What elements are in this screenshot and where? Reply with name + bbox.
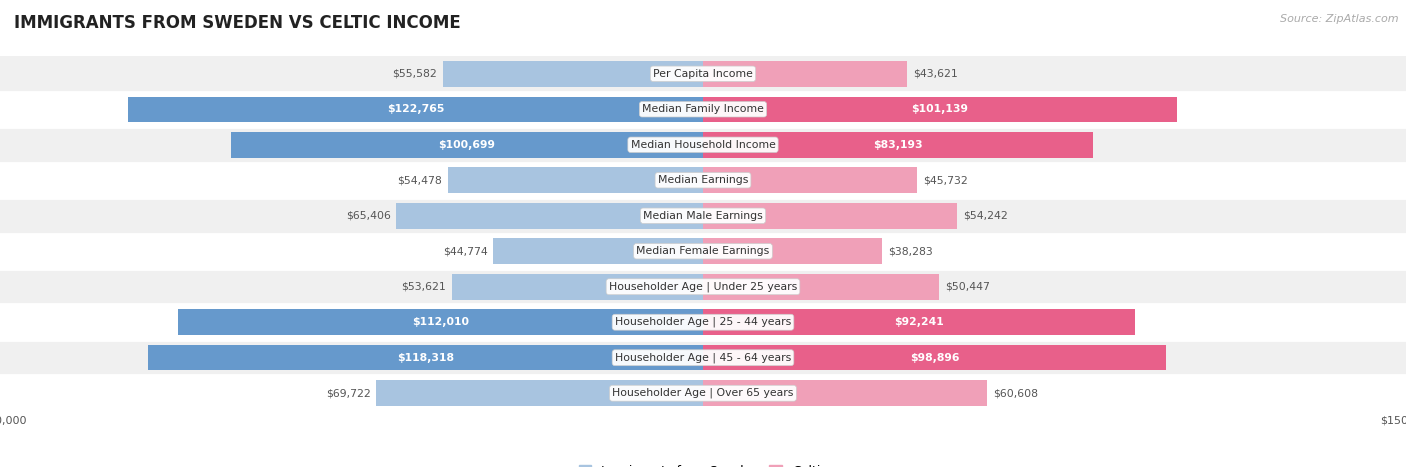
Text: $101,139: $101,139	[911, 104, 969, 114]
Text: $54,242: $54,242	[963, 211, 1008, 221]
Text: Householder Age | 25 - 44 years: Householder Age | 25 - 44 years	[614, 317, 792, 327]
Bar	[703, 203, 957, 228]
Bar	[443, 61, 703, 86]
Text: $92,241: $92,241	[894, 317, 943, 327]
Bar	[703, 97, 1177, 122]
Text: $54,478: $54,478	[398, 175, 441, 185]
Text: $38,283: $38,283	[889, 246, 932, 256]
Text: $69,722: $69,722	[326, 388, 371, 398]
Bar	[703, 274, 939, 299]
Text: Median Male Earnings: Median Male Earnings	[643, 211, 763, 221]
Text: $44,774: $44,774	[443, 246, 488, 256]
Bar	[703, 310, 1135, 335]
Text: $100,699: $100,699	[439, 140, 495, 150]
Bar	[447, 168, 703, 193]
Text: Median Earnings: Median Earnings	[658, 175, 748, 185]
Text: $60,608: $60,608	[993, 388, 1038, 398]
Bar	[0, 375, 1406, 411]
Bar	[377, 381, 703, 406]
Text: Householder Age | 45 - 64 years: Householder Age | 45 - 64 years	[614, 353, 792, 363]
Text: $50,447: $50,447	[945, 282, 990, 292]
Bar	[149, 345, 703, 370]
Text: $45,732: $45,732	[922, 175, 967, 185]
Bar	[0, 304, 1406, 340]
Text: $112,010: $112,010	[412, 317, 470, 327]
Text: $118,318: $118,318	[398, 353, 454, 363]
Bar	[0, 127, 1406, 163]
Text: $43,621: $43,621	[912, 69, 957, 79]
Bar	[703, 61, 907, 86]
Text: Per Capita Income: Per Capita Income	[652, 69, 754, 79]
Text: $65,406: $65,406	[346, 211, 391, 221]
Bar	[179, 310, 703, 335]
Text: Source: ZipAtlas.com: Source: ZipAtlas.com	[1281, 14, 1399, 24]
Bar	[451, 274, 703, 299]
Bar	[703, 381, 987, 406]
Bar	[396, 203, 703, 228]
Bar	[0, 92, 1406, 127]
Text: $98,896: $98,896	[910, 353, 959, 363]
Text: $83,193: $83,193	[873, 140, 922, 150]
Bar	[0, 340, 1406, 375]
Text: Householder Age | Under 25 years: Householder Age | Under 25 years	[609, 282, 797, 292]
Bar	[0, 198, 1406, 234]
Bar	[0, 269, 1406, 304]
Text: IMMIGRANTS FROM SWEDEN VS CELTIC INCOME: IMMIGRANTS FROM SWEDEN VS CELTIC INCOME	[14, 14, 461, 32]
Bar	[494, 239, 703, 264]
Text: $53,621: $53,621	[401, 282, 446, 292]
Text: Median Female Earnings: Median Female Earnings	[637, 246, 769, 256]
Text: Householder Age | Over 65 years: Householder Age | Over 65 years	[612, 388, 794, 398]
Legend: Immigrants from Sweden, Celtic: Immigrants from Sweden, Celtic	[574, 460, 832, 467]
Bar	[0, 234, 1406, 269]
Text: $55,582: $55,582	[392, 69, 437, 79]
Bar	[231, 132, 703, 157]
Text: $122,765: $122,765	[387, 104, 444, 114]
Bar	[0, 163, 1406, 198]
Bar	[703, 239, 883, 264]
Text: Median Family Income: Median Family Income	[643, 104, 763, 114]
Bar	[0, 56, 1406, 92]
Bar	[703, 345, 1167, 370]
Text: Median Household Income: Median Household Income	[630, 140, 776, 150]
Bar	[703, 132, 1092, 157]
Bar	[703, 168, 917, 193]
Bar	[128, 97, 703, 122]
